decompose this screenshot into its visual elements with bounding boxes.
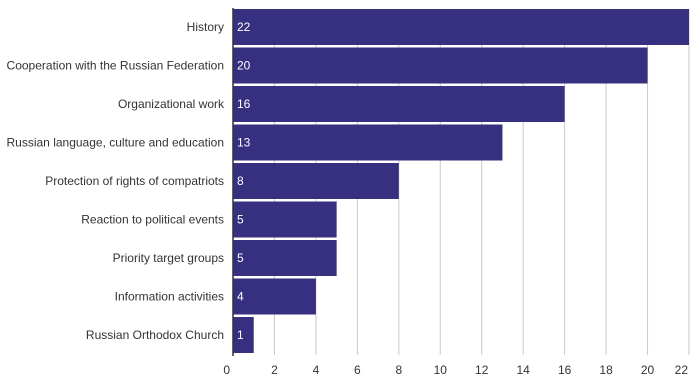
- data-label: 5: [237, 251, 244, 265]
- data-label: 13: [237, 136, 251, 150]
- x-tick-label: 16: [558, 363, 572, 377]
- bars: [233, 9, 689, 353]
- data-label: 4: [237, 290, 244, 304]
- x-axis-tick-labels: 0 2 4 6 8 10 12 14 16 18 20 22: [223, 363, 688, 377]
- x-tick-label: 10: [434, 363, 448, 377]
- x-tick-label: 14: [517, 363, 531, 377]
- data-label: 5: [237, 213, 244, 227]
- x-tick-label: 4: [313, 363, 320, 377]
- bar: [233, 240, 337, 276]
- x-tick-label: 0: [223, 363, 230, 377]
- bar: [233, 278, 316, 315]
- data-label: 20: [237, 59, 251, 73]
- x-tick-label: 2: [271, 363, 278, 377]
- data-label: 1: [237, 328, 244, 342]
- category-label: Russian Orthodox Church: [86, 328, 224, 342]
- category-label: Russian language, culture and education: [7, 136, 225, 150]
- data-labels: 22 20 16 13 8 5 5 4 1: [237, 20, 251, 342]
- bar: [233, 86, 565, 122]
- x-tick-label: 18: [599, 363, 613, 377]
- x-tick-label: 22: [675, 363, 689, 377]
- x-tick-label: 12: [475, 363, 489, 377]
- data-label: 8: [237, 174, 244, 188]
- bar: [233, 124, 503, 161]
- category-labels: History Cooperation with the Russian Fede…: [7, 20, 225, 342]
- bar: [233, 317, 254, 353]
- bar: [233, 163, 399, 199]
- x-tick-label: 6: [354, 363, 361, 377]
- x-tick-label: 20: [641, 363, 655, 377]
- bar: [233, 9, 689, 45]
- data-label: 16: [237, 97, 251, 111]
- bar: [233, 47, 648, 84]
- category-label: Information activities: [115, 290, 224, 304]
- data-label: 22: [237, 20, 251, 34]
- bar: [233, 201, 337, 238]
- category-label: Protection of rights of compatriots: [45, 174, 224, 188]
- category-label: Cooperation with the Russian Federation: [7, 59, 224, 73]
- category-label: Reaction to political events: [81, 213, 224, 227]
- x-tick-label: 8: [395, 363, 402, 377]
- category-label: History: [187, 20, 224, 34]
- category-label: Organizational work: [118, 97, 225, 111]
- category-label: Priority target groups: [113, 251, 224, 265]
